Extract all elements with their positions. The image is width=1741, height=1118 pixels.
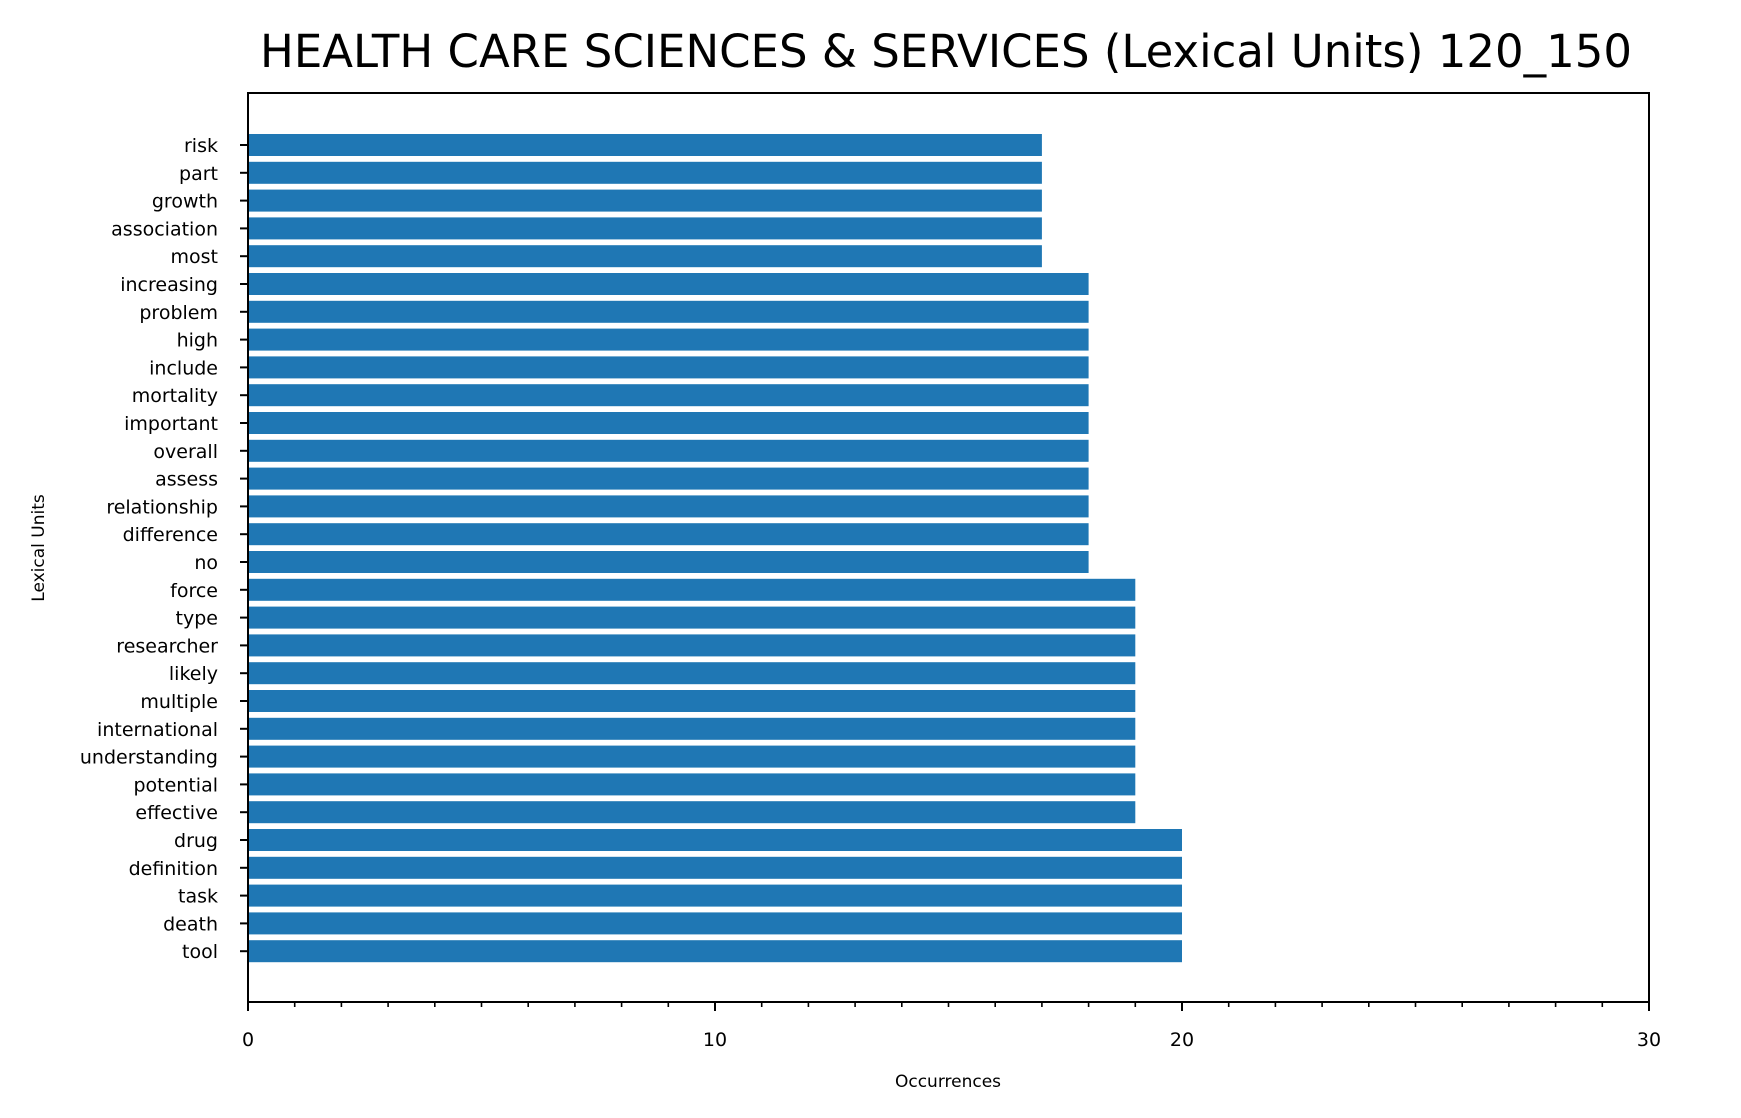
y-tick-label: death — [163, 913, 218, 935]
y-tick-label: part — [179, 163, 218, 185]
y-tick-label: include — [149, 357, 218, 379]
y-tick-label: effective — [135, 802, 218, 824]
bar-multiple — [248, 690, 1136, 712]
y-tick-label: tool — [182, 941, 218, 963]
bar-high — [248, 328, 1089, 351]
x-tick-label: 20 — [1170, 1029, 1194, 1051]
bar-potential — [248, 773, 1136, 796]
bar-problem — [248, 300, 1089, 323]
y-tick-label: likely — [169, 663, 218, 685]
y-tick-label: multiple — [140, 691, 218, 713]
x-axis-label: Occurrences — [895, 1072, 1001, 1092]
bar-growth — [248, 189, 1042, 212]
y-tick-label: growth — [152, 191, 218, 213]
y-tick-label: overall — [153, 441, 218, 463]
bar-death — [248, 912, 1182, 935]
y-tick-label: mortality — [132, 385, 218, 407]
bar-international — [248, 717, 1136, 740]
chart-title: HEALTH CARE SCIENCES & SERVICES (Lexical… — [260, 25, 1632, 78]
y-tick-label: no — [194, 552, 218, 574]
y-axis: risk part growth association most increasing p… — [80, 135, 248, 963]
y-tick-label: type — [176, 608, 218, 630]
y-tick-label: drug — [174, 830, 218, 852]
y-tick-label: association — [111, 218, 218, 240]
bar-relationship — [248, 495, 1089, 518]
bar-association — [248, 217, 1042, 240]
x-tick-label: 30 — [1637, 1029, 1661, 1051]
bar-most — [248, 245, 1042, 268]
y-tick-label: definition — [129, 858, 218, 880]
bar-include — [248, 356, 1089, 379]
y-tick-label: risk — [184, 135, 218, 157]
x-tick-label: 0 — [242, 1029, 254, 1051]
y-tick-label: force — [170, 580, 218, 602]
y-tick-label: increasing — [120, 274, 218, 296]
bar-definition — [248, 856, 1182, 879]
bar-part — [248, 161, 1042, 184]
y-axis-label: Lexical Units — [29, 494, 49, 602]
y-tick-label: assess — [155, 469, 218, 491]
bar-understanding — [248, 745, 1136, 768]
bar-important — [248, 412, 1089, 434]
bar-likely — [248, 662, 1136, 685]
bar-force — [248, 578, 1136, 601]
y-tick-label: relationship — [106, 496, 218, 518]
bar-mortality — [248, 384, 1089, 407]
x-axis: 0 10 20 30 — [242, 1002, 1661, 1051]
bar-overall — [248, 439, 1089, 462]
bar-tool — [248, 940, 1182, 963]
bar-difference — [248, 523, 1089, 546]
bar-risk — [248, 134, 1042, 156]
bar-no — [248, 551, 1089, 573]
y-tick-label: most — [171, 246, 218, 268]
y-tick-label: task — [178, 886, 218, 908]
bar-drug — [248, 829, 1182, 851]
y-tick-label: researcher — [116, 635, 218, 657]
y-tick-label: problem — [139, 302, 218, 324]
bars-group — [248, 134, 1182, 963]
y-tick-label: understanding — [80, 747, 218, 769]
y-tick-label: high — [177, 330, 218, 352]
y-tick-label: international — [97, 719, 218, 741]
bar-assess — [248, 467, 1089, 490]
x-tick-label: 10 — [703, 1029, 727, 1051]
y-tick-label: difference — [123, 524, 218, 546]
bar-task — [248, 884, 1182, 907]
bar-increasing — [248, 273, 1089, 295]
bar-effective — [248, 801, 1136, 824]
y-tick-label: potential — [133, 774, 218, 796]
bar-type — [248, 606, 1136, 629]
y-tick-label: important — [124, 413, 218, 435]
bar-researcher — [248, 634, 1136, 657]
